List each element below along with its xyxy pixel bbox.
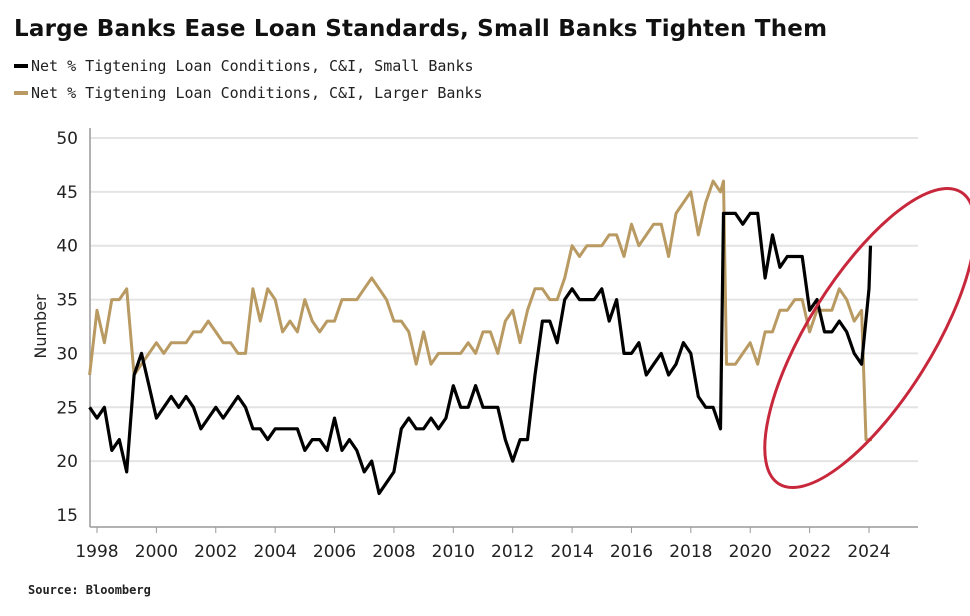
source-note: Source: Bloomberg — [28, 583, 151, 597]
x-tick-label: 2016 — [610, 542, 653, 562]
x-tick-label: 2004 — [254, 542, 297, 562]
y-tick-label: 35 — [56, 291, 78, 311]
legend-swatch — [14, 64, 28, 68]
x-tick-label: 2012 — [491, 542, 534, 562]
annotation-ellipse — [763, 186, 970, 490]
x-tick-label: 2006 — [313, 542, 356, 562]
legend-label: Net % Tigtening Loan Conditions, C&I, La… — [31, 84, 483, 102]
x-tick-label: 2014 — [550, 542, 593, 562]
y-tick-label: 50 — [56, 129, 78, 149]
x-tick-label: 2020 — [729, 542, 772, 562]
x-tick-label: 2010 — [432, 542, 475, 562]
legend-item-larger-banks: Net % Tigtening Loan Conditions, C&I, La… — [14, 84, 483, 102]
x-tick-label: 2008 — [372, 542, 415, 562]
x-tick-label: 2018 — [669, 542, 712, 562]
x-tick-label: 2000 — [135, 542, 178, 562]
y-tick-label: 40 — [56, 237, 78, 257]
series-line-larger-banks — [88, 179, 872, 442]
x-tick-label: 1998 — [75, 542, 118, 562]
x-tick-label: 2002 — [194, 542, 237, 562]
series-line-small-banks — [88, 211, 873, 496]
x-tick-label: 2022 — [788, 542, 831, 562]
y-tick-label: 15 — [56, 506, 78, 526]
y-tick-label: 25 — [56, 398, 78, 418]
legend-swatch — [14, 91, 28, 95]
y-axis-label: Number — [31, 294, 50, 359]
y-tick-label: 30 — [56, 344, 78, 364]
chart-title: Large Banks Ease Loan Standards, Small B… — [14, 16, 828, 42]
x-tick-label: 2024 — [847, 542, 890, 562]
legend-item-small-banks: Net % Tigtening Loan Conditions, C&I, Sm… — [14, 57, 474, 75]
y-tick-label: 20 — [56, 452, 78, 472]
legend-label: Net % Tigtening Loan Conditions, C&I, Sm… — [31, 57, 474, 75]
y-tick-label: 45 — [56, 183, 78, 203]
